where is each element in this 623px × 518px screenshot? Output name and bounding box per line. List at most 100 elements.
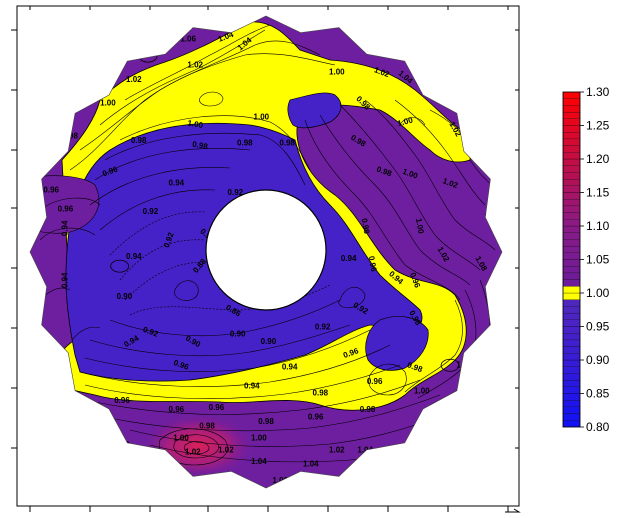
contour-label-32: 0.92 <box>143 207 159 216</box>
contour-label-group-54: 0.92 <box>315 323 331 332</box>
colorbar-block-10 <box>562 353 581 361</box>
colorbar-block-11 <box>562 346 581 354</box>
extremum-marker-3 <box>148 489 166 501</box>
contour-label-group-10: 1.00 <box>187 118 204 130</box>
colorbar-block-1 <box>562 413 581 421</box>
contour-label-group-32: 0.92 <box>143 207 159 216</box>
contour-label-group-13: 1.00 <box>396 115 414 128</box>
contour-label-13: 1.00 <box>396 115 414 128</box>
contour-label-group-86: 1.04 <box>251 457 267 466</box>
contour-label-15: 1.08 <box>486 113 500 131</box>
colorbar-tick-label-3: 0.95 <box>586 320 610 334</box>
colorbar-block-27 <box>562 239 581 247</box>
contour-label-group-76: 1.00 <box>62 405 78 414</box>
contour-label-group-73: 0.98 <box>258 417 274 426</box>
contour-label-88: 1.04 <box>357 445 373 454</box>
colorbar-block-40 <box>562 152 581 160</box>
contour-label-group-62: 0.96 <box>367 377 383 386</box>
colorbar-tick-label-9: 1.25 <box>586 119 610 133</box>
contour-label-52: 0.90 <box>230 330 246 339</box>
colorbar-block-26 <box>562 245 581 253</box>
contour-label-group-53: 0.90 <box>261 337 277 346</box>
colorbar-block-46 <box>562 111 581 119</box>
inner-region-lobe <box>365 316 429 371</box>
contour-label-70: 0.96 <box>209 403 225 412</box>
contour-label-65: 0.96 <box>460 369 478 385</box>
contour-label-54: 0.92 <box>315 323 331 332</box>
contour-label-group-93: 1.06 <box>218 500 238 509</box>
contour-label-69: 0.96 <box>114 396 130 405</box>
colorbar-block-48 <box>562 98 581 106</box>
contour-label-group-35: 0.92 <box>228 188 244 197</box>
contour-label-group-52: 0.90 <box>230 330 246 339</box>
colorbar-block-31 <box>562 212 581 220</box>
contour-label-group-18: 0.98 <box>131 136 147 145</box>
contour-label-group-38: 1.00 <box>414 217 426 234</box>
contour-label-group-75: 0.96 <box>308 412 324 421</box>
contour-label-90: 1.06 <box>272 476 288 485</box>
x-axis-end-marker <box>505 508 521 513</box>
colorbar-tick-labels: 0.80 0.85 0.90 0.95 1.00 1.05 1.10 1.15 1.20 1.25… <box>580 85 610 434</box>
contour-label-group-89: 1.06 <box>166 483 182 488</box>
contour-label-group-11: 1.00 <box>254 113 270 122</box>
contour-label-49: 0.90 <box>117 292 133 301</box>
contour-label-62: 0.96 <box>367 377 383 386</box>
colorbar-block-5 <box>562 386 581 394</box>
contour-label-75: 0.96 <box>308 412 324 421</box>
colorbar-block-13 <box>562 333 581 341</box>
contour-label-11: 1.00 <box>254 113 270 122</box>
inner-region-secondary <box>287 92 342 129</box>
contour-label-group-30: 0.94 <box>169 179 185 188</box>
colorbar-block-44 <box>562 125 581 133</box>
contour-label-3: 1.02 <box>126 75 142 84</box>
colorbar-block-0 <box>562 420 581 428</box>
contour-label-47: 0.94 <box>61 272 70 288</box>
contour-label-group-15: 1.08 <box>486 113 500 131</box>
colorbar-block-20 <box>562 286 581 294</box>
contour-label-35: 0.92 <box>228 188 244 197</box>
contour-label-group-72: 0.98 <box>199 422 215 431</box>
colorbar-tick-label-6: 1.10 <box>586 219 610 233</box>
contour-label-group-16: 1.02 <box>487 139 503 157</box>
contour-label-73: 0.98 <box>258 417 274 426</box>
colorbar-tick-label-4: 1.00 <box>586 286 610 300</box>
central-hole <box>205 189 327 311</box>
colorbar-block-49 <box>562 91 581 99</box>
contour-label-80: 0.98 <box>95 411 112 423</box>
contour-label-group-79: 1.00 <box>251 434 267 443</box>
extremum-marker-1 <box>110 259 130 273</box>
colorbar-block-17 <box>562 306 581 314</box>
colorbar-blocks <box>562 91 581 428</box>
contour-label-group-88: 1.04 <box>357 445 373 454</box>
colorbar-block-22 <box>562 272 581 280</box>
contour-label-21: 0.98 <box>279 139 295 148</box>
contour-label-group-84: 1.02 <box>380 463 398 479</box>
contour-label-group-5: 1.00 <box>329 68 345 77</box>
colorbar-tick-label-5: 1.05 <box>586 253 610 267</box>
contour-label-group-65: 0.96 <box>460 369 478 385</box>
contour-label-41: 0.94 <box>126 252 142 261</box>
contour-label-76: 1.00 <box>62 405 78 414</box>
contour-label-74: 0.98 <box>360 405 376 414</box>
contour-label-group-82: 1.02 <box>185 448 201 457</box>
contour-label-16: 1.02 <box>487 139 503 157</box>
contour-label-group-68: 1.04 <box>495 360 504 376</box>
colorbar-block-15 <box>562 319 581 327</box>
colorbar-block-8 <box>562 366 581 374</box>
contour-label-group-21: 0.98 <box>279 139 295 148</box>
colorbar-block-21 <box>562 279 581 287</box>
colorbar-tick-label-10: 1.30 <box>586 85 610 99</box>
contour-label-79: 1.00 <box>251 434 267 443</box>
contour-label-94: 1.02 <box>114 441 130 450</box>
contour-label-group-74: 0.98 <box>360 405 376 414</box>
colorbar-block-43 <box>562 132 581 140</box>
contour-label-37: 0.96 <box>367 255 379 272</box>
contour-label-68: 1.04 <box>495 360 504 376</box>
contour-label-group-3: 1.02 <box>126 75 142 84</box>
contour-label-46: 0.94 <box>341 254 357 263</box>
contour-label-group-90: 1.06 <box>272 476 288 485</box>
colorbar-tick-label-7: 1.15 <box>586 186 610 200</box>
contour-label-group-41: 0.94 <box>126 252 142 261</box>
contour-label-group-59: 0.94 <box>282 363 298 372</box>
contour-label-group-67: 1.02 <box>425 418 443 435</box>
